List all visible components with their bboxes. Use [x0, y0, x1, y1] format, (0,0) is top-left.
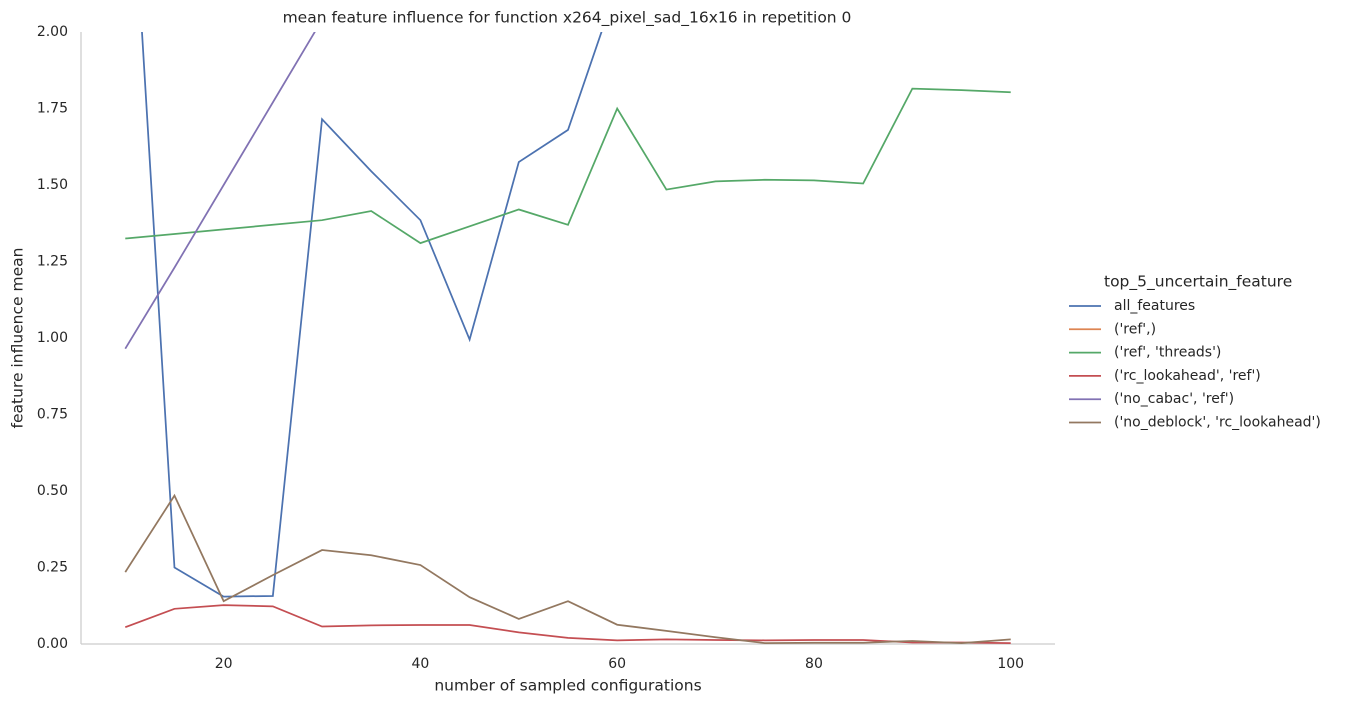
- y-tick-label: 1.50: [37, 177, 68, 193]
- y-tick-label: 1.00: [37, 330, 68, 346]
- legend-label: all_features: [1114, 298, 1195, 314]
- legend-label: ('no_deblock', 'rc_lookahead'): [1114, 415, 1321, 431]
- x-tick-label: 20: [215, 656, 233, 672]
- chart-title: mean feature influence for function x264…: [283, 9, 852, 28]
- y-axis-label: feature influence mean: [9, 248, 27, 429]
- series-line: [141, 32, 603, 598]
- x-tick-label: 60: [608, 656, 626, 672]
- x-tick-label: 80: [805, 656, 823, 672]
- y-tick-label: 0.00: [37, 636, 68, 652]
- y-tick-label: 0.75: [37, 407, 68, 423]
- legend-label: ('ref', 'threads'): [1114, 345, 1221, 361]
- y-tick-label: 0.25: [37, 560, 68, 576]
- y-tick-label: 1.25: [37, 254, 68, 270]
- series-line: [124, 604, 1011, 644]
- y-tick-label: 0.50: [37, 483, 68, 499]
- x-axis-label: number of sampled configurations: [434, 677, 701, 695]
- legend-label: ('ref',): [1114, 321, 1156, 337]
- x-tick-label: 40: [412, 656, 430, 672]
- legend-label: ('rc_lookahead', 'ref'): [1114, 368, 1261, 384]
- y-tick-label: 1.75: [37, 101, 68, 117]
- legend-title: top_5_uncertain_feature: [1104, 273, 1292, 292]
- series-line: [125, 87, 1011, 245]
- x-tick-label: 100: [997, 656, 1024, 672]
- y-tick-label: 2.00: [37, 24, 68, 40]
- series-line: [124, 493, 1011, 644]
- series-line: [124, 32, 316, 350]
- legend-label: ('no_cabac', 'ref'): [1114, 391, 1234, 407]
- plot-area: [124, 32, 1011, 644]
